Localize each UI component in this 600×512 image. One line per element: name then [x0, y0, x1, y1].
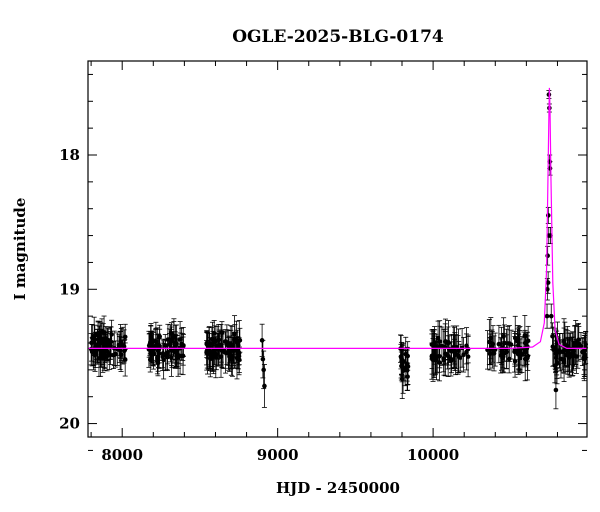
data-point: [108, 343, 113, 348]
data-point: [210, 348, 216, 354]
data-point: [171, 334, 177, 340]
data-point: [403, 351, 409, 357]
data-point: [211, 353, 216, 358]
data-point: [523, 347, 529, 353]
data-point: [499, 349, 504, 354]
data-point: [118, 352, 124, 357]
data-point: [223, 350, 228, 355]
data-point: [500, 354, 506, 359]
data-point: [104, 348, 110, 354]
data-point: [162, 343, 168, 348]
data-point: [515, 338, 520, 344]
x-tick-label: 10000: [407, 446, 459, 464]
data-point: [214, 344, 220, 349]
data-point: [232, 331, 237, 337]
data-point: [561, 357, 566, 362]
x-tick-label: 8000: [101, 446, 143, 464]
data-point: [512, 335, 518, 341]
data-point: [122, 334, 128, 340]
data-point: [434, 357, 439, 362]
data-point: [429, 356, 435, 361]
data-point: [512, 358, 518, 364]
data-point: [441, 356, 446, 361]
data-point: [260, 356, 266, 362]
data-point: [461, 352, 466, 358]
data-point: [204, 341, 210, 347]
data-point: [219, 347, 225, 352]
data-point: [99, 329, 105, 334]
data-point: [522, 356, 528, 362]
data-point: [165, 350, 170, 355]
y-tick-label: 18: [59, 146, 80, 164]
data-point: [405, 374, 410, 379]
plot-area: [88, 87, 589, 410]
data-point: [219, 330, 225, 336]
data-point: [218, 342, 224, 348]
data-point: [161, 357, 166, 363]
data-point: [91, 348, 97, 354]
data-point: [544, 313, 550, 319]
data-point: [445, 352, 450, 358]
data-point: [237, 337, 243, 343]
y-tick-label: 20: [59, 415, 80, 433]
data-point: [522, 340, 528, 346]
data-point: [168, 341, 173, 346]
x-axis-label: HJD - 2450000: [276, 479, 400, 497]
data-point: [153, 339, 159, 345]
data-point: [516, 347, 522, 353]
data-point: [545, 213, 551, 218]
y-tick-label: 19: [59, 280, 80, 298]
plot-frame: [87, 60, 588, 438]
data-point: [122, 357, 128, 362]
data-point: [147, 342, 153, 347]
data-point: [561, 338, 567, 344]
y-axis-label: I magnitude: [11, 198, 29, 301]
data-point: [102, 355, 108, 360]
data-point: [550, 333, 555, 339]
data-point: [261, 367, 266, 373]
data-point: [551, 347, 556, 353]
data-point: [517, 355, 523, 361]
data-point: [117, 341, 123, 347]
data-point: [556, 348, 561, 354]
data-point: [95, 330, 101, 336]
data-point: [553, 387, 559, 393]
data-point: [496, 341, 502, 347]
chart-title: OGLE-2025-BLG-0174: [232, 27, 444, 47]
model-curve: [88, 87, 587, 349]
data-point: [224, 340, 230, 345]
data-point: [456, 348, 461, 354]
data-point: [574, 354, 579, 359]
axis-ticks: 8000 9000 10000 18 19 20: [59, 61, 587, 464]
data-point: [548, 313, 554, 319]
data-point: [262, 383, 267, 389]
data-point: [545, 253, 550, 259]
data-point: [567, 351, 572, 357]
data-point: [491, 351, 497, 356]
data-point: [400, 358, 405, 363]
data-point: [111, 352, 116, 358]
x-tick-label: 9000: [257, 446, 299, 464]
data-point: [229, 357, 234, 363]
data-point: [208, 356, 213, 362]
